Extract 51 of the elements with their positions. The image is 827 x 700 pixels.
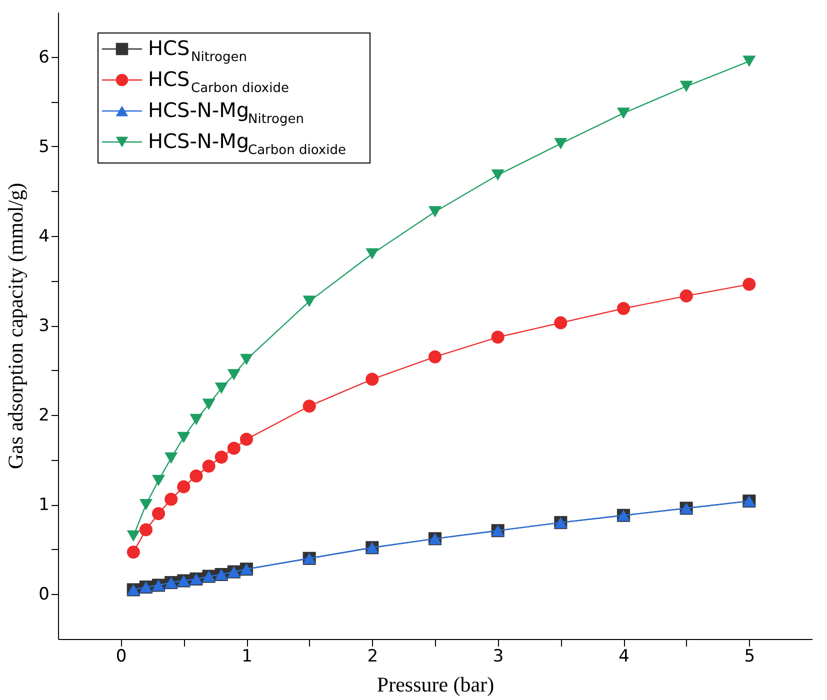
y-tick-label: 0 [38, 584, 50, 605]
point [742, 56, 756, 67]
y-tick-label: 5 [38, 136, 50, 157]
x-tick-label: 4 [618, 646, 630, 666]
point [227, 442, 240, 455]
point [680, 289, 693, 302]
point [202, 460, 216, 473]
point [616, 302, 630, 315]
point [302, 400, 316, 413]
point [139, 523, 152, 536]
x-tick-label: 3 [492, 646, 504, 666]
point [680, 80, 693, 92]
point [164, 452, 178, 464]
x-tick-label: 2 [367, 646, 378, 666]
y-tick-label: 3 [38, 316, 50, 336]
point [491, 169, 504, 181]
point [428, 206, 442, 218]
y-tick-label: 4 [38, 226, 50, 246]
point [139, 498, 152, 510]
y-tick-label: 6 [38, 47, 50, 68]
x-tick-label: 0 [116, 646, 127, 666]
point [491, 330, 504, 344]
point [240, 354, 254, 366]
point [616, 108, 630, 119]
point [190, 469, 203, 482]
point [742, 278, 756, 291]
x-axis-title: Pressure (bar) [376, 672, 494, 696]
x-tick-label: 5 [744, 646, 756, 666]
point [202, 398, 216, 410]
point [428, 350, 442, 364]
point [190, 414, 203, 426]
point [152, 507, 166, 520]
point [126, 546, 140, 559]
y-tick-label: 2 [38, 406, 50, 426]
point [214, 450, 228, 464]
point [164, 492, 178, 506]
y-axis-title: Gas adsorption capacity (mmol/g) [4, 182, 28, 470]
point [366, 248, 379, 260]
point [177, 480, 190, 494]
point [554, 316, 568, 330]
point [152, 474, 166, 486]
point [240, 432, 254, 446]
point [302, 296, 316, 307]
x-tick-label: 1 [242, 646, 252, 666]
point [366, 372, 379, 386]
point [214, 382, 228, 394]
point [554, 138, 568, 150]
point [227, 369, 240, 380]
y-tick-label: 1 [38, 495, 50, 516]
point [126, 530, 140, 542]
point [177, 432, 190, 444]
